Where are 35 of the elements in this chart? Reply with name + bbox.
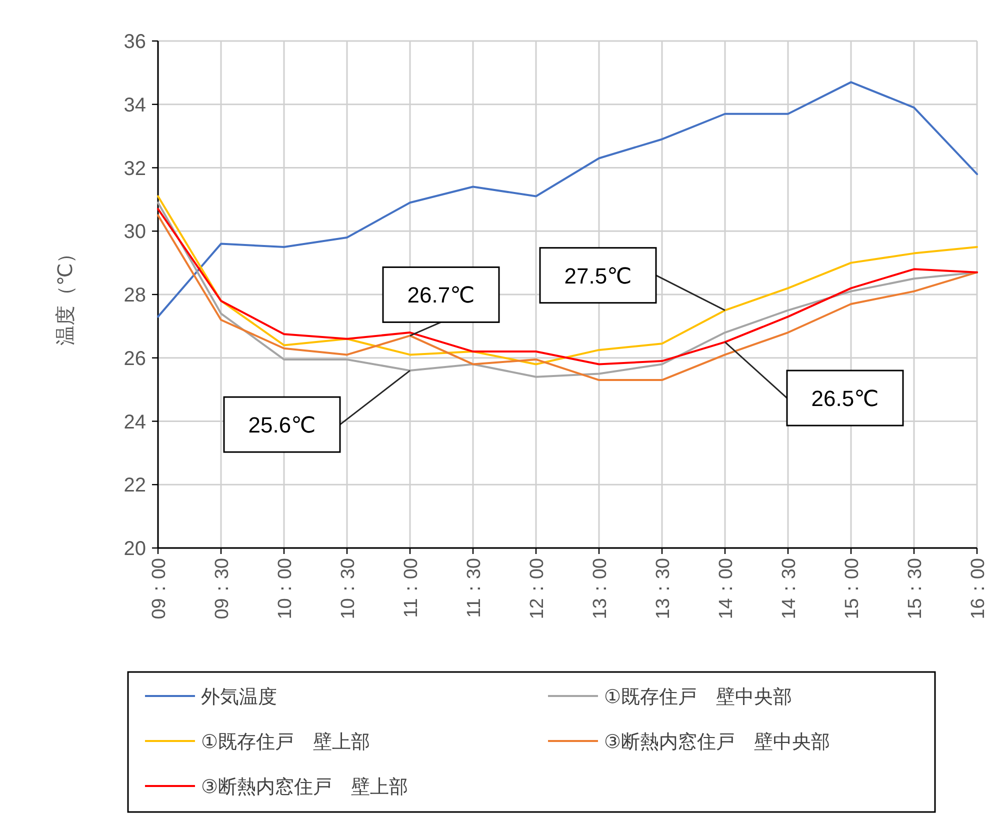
x-tick-label: 14：00 (716, 558, 737, 620)
y-tick-label: 26 (124, 348, 146, 370)
annotation: 25.6℃ (248, 412, 316, 438)
y-tick-label: 20 (124, 538, 146, 560)
y-tick-label: 24 (124, 411, 146, 434)
x-tick-label: 14：30 (779, 558, 800, 620)
legend-label: ①既存住戸 壁上部 (201, 731, 370, 753)
x-tick-label: 11：00 (401, 558, 422, 618)
legend-label: ③断熱内窓住戸 壁上部 (201, 776, 408, 798)
y-tick-label: 22 (124, 474, 146, 497)
line-series (157, 81, 978, 318)
x-tick-label: 13：30 (653, 558, 674, 620)
x-tick-label: 10：30 (338, 558, 359, 620)
annotation: 26.7℃ (407, 282, 475, 308)
y-tick-label: 34 (124, 94, 146, 116)
x-tick-label: 13：00 (590, 558, 611, 620)
plot: 20 22 24 26 28 30 32 34 36 09：00 09：30 10：00 10：30 11：00 11：30 12：00 13：00 13：30 14：00 14：30 15：00 15：30 16：00 温度（℃） 26.7℃ 25.6℃ 27.5℃ 26.5℃ (55, 31, 989, 620)
y-axis-title: 温度（℃） (55, 243, 77, 346)
y-tick-label: 36 (124, 31, 146, 53)
annotation: 27.5℃ (564, 263, 632, 288)
y-tick-label: 32 (124, 158, 146, 180)
x-tick-label: 10：00 (275, 558, 296, 620)
x-tick-label: 15：30 (905, 558, 926, 620)
y-tick-label: 28 (124, 284, 146, 306)
x-tick-label: 09：30 (212, 558, 233, 620)
legend-label: ①既存住戸 壁中央部 (604, 686, 792, 708)
legend-label: ③断熱内窓住戸 壁中央部 (604, 731, 830, 753)
x-tick-label: 15：00 (842, 558, 863, 620)
annotation: 26.5℃ (811, 386, 879, 412)
x-tick-label: 12：00 (527, 558, 548, 620)
y-tick-label: 30 (124, 221, 146, 244)
x-tick-label: 16：00 (968, 558, 989, 620)
x-tick-label: 09：00 (149, 558, 170, 620)
legend-label: 外気温度 (201, 686, 277, 708)
x-tick-label: 11：30 (464, 558, 485, 618)
